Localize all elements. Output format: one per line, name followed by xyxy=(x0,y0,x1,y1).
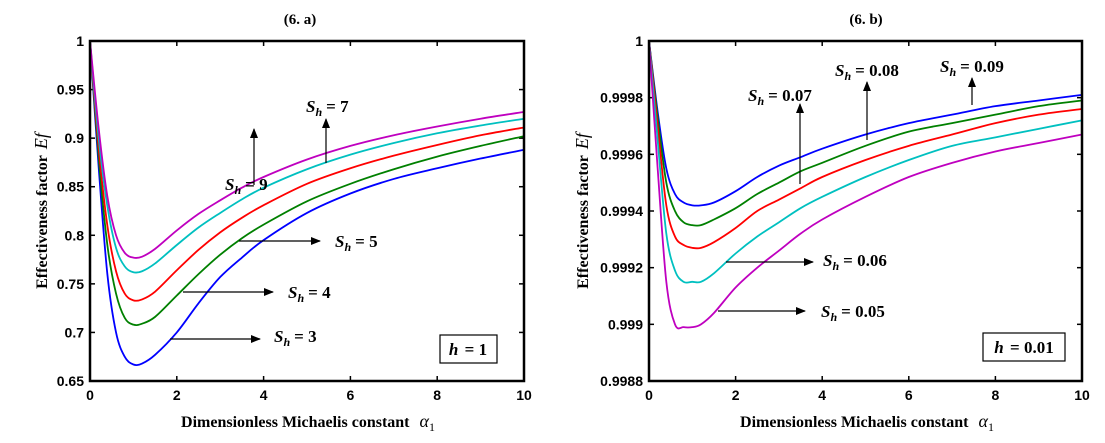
panel-a-xlabel: Dimensionless Michaelis constant α1 xyxy=(181,411,435,434)
x-tick-label: 8 xyxy=(433,387,441,403)
y-tick-label: 0.9988 xyxy=(600,373,643,389)
panel-b-axes: 0 2 4 6 8 10 0.9988 0.999 0.9992 0.9994 0.9996 0.99… xyxy=(600,33,1090,403)
panel-a-ylabel: Effectiveness factor Ef xyxy=(31,130,51,289)
panel-b-xlabel-symbol: α xyxy=(979,411,989,431)
x-tick-label: 6 xyxy=(905,387,913,403)
panel-a-title: (6. a) xyxy=(284,12,317,28)
panel-a-xlabel-text: Dimensionless Michaelis constant xyxy=(181,414,410,431)
series-line-sh5 xyxy=(89,40,525,302)
x-tick-label: 8 xyxy=(992,387,1000,403)
y-tick-label: 0.9992 xyxy=(600,260,643,276)
svg-text:Dimensionless Michaelis consta: Dimensionless Michaelis constant α1 xyxy=(181,411,435,434)
y-tick-label: 0.999 xyxy=(608,316,643,332)
panel-b-series xyxy=(648,40,1083,330)
panel-b-xlabel: Dimensionless Michaelis constant α1 xyxy=(740,411,994,434)
panel-b-ylabel: Effectiveness factor Ef xyxy=(572,130,592,289)
series-line-sh7 xyxy=(89,40,525,274)
panel-a-series xyxy=(89,40,525,367)
x-tick-label: 0 xyxy=(645,387,653,403)
x-tick-label: 0 xyxy=(86,387,94,403)
series-line-sh0.05 xyxy=(648,40,1083,330)
panel-b-title: (6. b) xyxy=(849,12,882,28)
y-tick-label: 1 xyxy=(76,33,84,49)
panel-a-xlabel-sub: 1 xyxy=(429,420,435,434)
y-tick-label: 0.7 xyxy=(65,324,85,340)
annotation-label: Sh = 0.07 xyxy=(748,86,812,108)
x-tick-label: 2 xyxy=(732,387,740,403)
y-tick-label: 0.65 xyxy=(57,373,84,389)
series-line-sh0.09 xyxy=(648,40,1083,207)
panel-b-plot-frame xyxy=(647,39,1084,383)
panel-b-param-value: 0.01 xyxy=(1024,338,1054,357)
panel-b-ylabel-symbol: Ef xyxy=(572,130,592,150)
y-tick-label: 0.9994 xyxy=(600,203,643,219)
panel-a-plot-frame xyxy=(88,39,526,383)
panel-b-xlabel-sub: 1 xyxy=(988,420,994,434)
series-line-sh0.08 xyxy=(648,40,1083,227)
x-tick-label: 4 xyxy=(818,387,826,403)
y-tick-label: 0.8 xyxy=(65,227,85,243)
x-tick-label: 4 xyxy=(260,387,268,403)
series-line-sh9 xyxy=(89,40,525,259)
svg-text:Dimensionless Michaelis consta: Dimensionless Michaelis constant α1 xyxy=(740,411,994,434)
annotation-label: Sh = 0.09 xyxy=(940,57,1004,79)
y-tick-label: 0.9998 xyxy=(600,90,643,106)
series-line-sh4 xyxy=(89,40,525,327)
svg-text:h = 0.01: h = 0.01 xyxy=(994,338,1053,357)
svg-text:Effectiveness factorEf: Effectiveness factor Ef xyxy=(31,130,51,289)
y-tick-label: 0.85 xyxy=(57,179,84,195)
x-tick-label: 10 xyxy=(516,387,532,403)
panel-a-param-box: h = 1 xyxy=(439,334,498,364)
y-tick-label: 1 xyxy=(635,33,643,49)
panel-b-xlabel-text: Dimensionless Michaelis constant xyxy=(740,414,969,431)
series-line-sh0.06 xyxy=(648,40,1083,284)
x-tick-label: 2 xyxy=(173,387,181,403)
annotation-label: Sh = 7 xyxy=(306,97,349,119)
series-line-sh0.07 xyxy=(648,40,1083,250)
panel-a-param-value: 1 xyxy=(479,340,488,359)
panel-b-param-symbol: h xyxy=(994,338,1003,357)
panel-b: (6. b) 0 2 4 6 8 10 0.9988 0.999 0.9992 0.9994 0.9… xyxy=(572,12,1090,434)
annotation-label: Sh = 5 xyxy=(335,232,378,254)
annotation-label: Sh = 0.06 xyxy=(823,251,887,273)
y-tick-label: 0.9 xyxy=(65,130,85,146)
annotation-label: Sh = 0.08 xyxy=(835,61,899,83)
panel-b-annotations: Sh = 0.07 Sh = 0.08 Sh = 0.09 Sh = 0.06 Sh = 0.05 xyxy=(718,57,1004,324)
panel-a-xlabel-symbol: α xyxy=(420,411,430,431)
panel-a: (6. a) 0 2 4 6 8 10 0.65 0.7 0.75 0.8 0.85 0.9 0.95 1… xyxy=(31,12,532,434)
x-tick-label: 6 xyxy=(347,387,355,403)
panel-b-ylabel-text: Effectiveness factor xyxy=(575,155,592,289)
y-tick-label: 0.9996 xyxy=(600,146,643,162)
annotation-label: Sh = 4 xyxy=(288,283,331,305)
panel-a-ylabel-text: Effectiveness factor xyxy=(34,155,51,289)
x-tick-label: 10 xyxy=(1074,387,1090,403)
panel-a-annotations: Sh = 9 Sh = 7 Sh = 5 Sh = 4 Sh = 3 xyxy=(170,97,378,349)
series-line-sh3 xyxy=(89,40,525,367)
y-tick-label: 0.95 xyxy=(57,82,84,98)
svg-text:Effectiveness factorEf: Effectiveness factor Ef xyxy=(572,130,592,289)
annotation-label: Sh = 9 xyxy=(225,175,268,197)
panel-a-ylabel-symbol: Ef xyxy=(31,130,51,150)
y-tick-label: 0.75 xyxy=(57,276,84,292)
panel-b-param-box: h = 0.01 xyxy=(982,332,1066,362)
annotation-label: Sh = 0.05 xyxy=(821,302,885,324)
annotation-label: Sh = 3 xyxy=(274,327,317,349)
panel-a-param-symbol: h xyxy=(449,340,458,359)
svg-text:h = 1: h = 1 xyxy=(449,340,487,359)
